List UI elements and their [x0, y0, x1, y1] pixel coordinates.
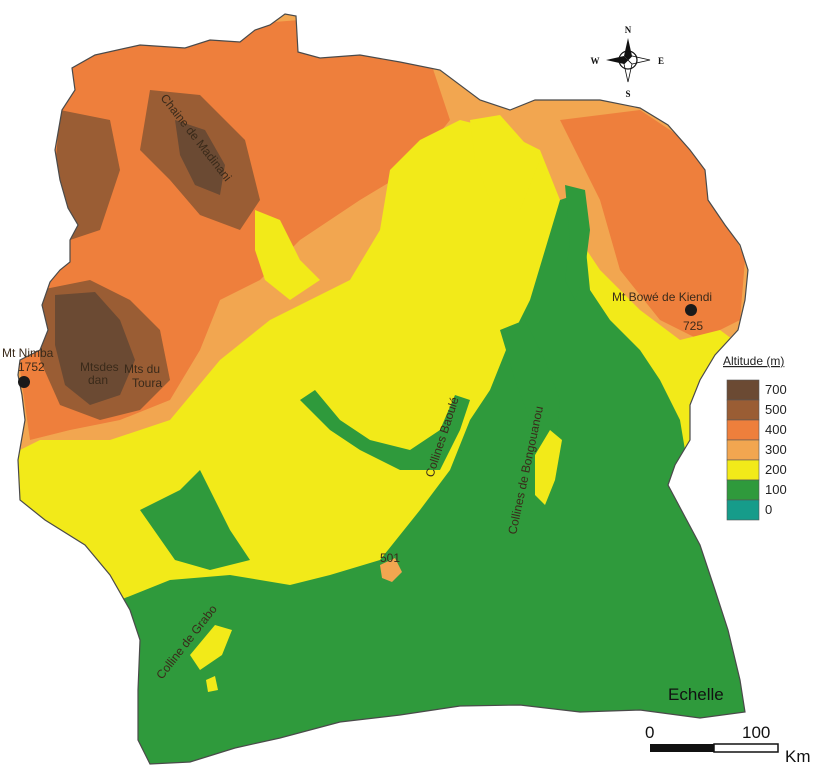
zone-100-south	[100, 195, 748, 764]
zone-100-branch-north	[565, 185, 590, 300]
zone-400-east	[560, 110, 745, 340]
scale-unit: Km	[785, 747, 811, 766]
zone-200-tongue-northeast	[470, 115, 540, 210]
legend-swatch-500	[726, 399, 760, 421]
compass-north-arrow	[624, 38, 632, 60]
zone-200-bongouanou-ridge	[535, 430, 562, 505]
legend-label-700: 700	[765, 382, 787, 397]
compass-n: N	[625, 25, 632, 35]
legend-label-400: 400	[765, 422, 787, 437]
label-spot-501: 501	[380, 551, 400, 565]
scale-end: 100	[742, 723, 770, 742]
legend-label-100: 100	[765, 482, 787, 497]
zone-200-tongue-north	[255, 210, 320, 300]
zone-200-grabo-spot	[206, 676, 218, 692]
legend-swatch-200	[726, 459, 760, 481]
legend-items: 700 500 400 300 200 100 0	[726, 379, 787, 521]
legend-label-200: 200	[765, 462, 787, 477]
compass-ring	[618, 50, 638, 70]
zone-100-branch-west	[140, 470, 250, 570]
legend-swatch-0	[726, 499, 760, 521]
label-mts-dan-2: dan	[88, 373, 108, 387]
legend-title: Altitude (m)	[723, 354, 784, 368]
legend-swatch-100	[726, 479, 760, 501]
zone-500-northwest-edge	[55, 110, 120, 240]
scale-segment-black	[650, 744, 714, 752]
compass-rose: N S E W	[591, 25, 665, 99]
scale-bar: Echelle 0 100 Km	[645, 685, 811, 766]
zone-300-501-hill	[380, 558, 402, 582]
label-mt-nimba: Mt Nimba	[2, 346, 54, 360]
zone-200-grabo-ridge	[190, 625, 232, 670]
label-mts-dan-1: Mtsdes	[80, 360, 119, 374]
legend-swatch-400	[726, 419, 760, 441]
legend: Altitude (m) 700 500 400 300 200 100 0	[723, 354, 787, 521]
compass-west-arrow	[606, 56, 628, 64]
label-mt-bowe-alt: 725	[683, 319, 703, 333]
compass-e: E	[658, 56, 664, 66]
label-mts-toura-2: Toura	[132, 376, 162, 390]
label-mt-bowe: Mt Bowé de Kiendi	[612, 290, 712, 304]
compass-s: S	[625, 89, 630, 99]
legend-label-500: 500	[765, 402, 787, 417]
scale-title: Echelle	[668, 685, 724, 704]
mt-bowe-marker	[685, 304, 697, 316]
compass-w: W	[591, 56, 600, 66]
legend-swatch-300	[726, 439, 760, 461]
compass-east-arrow	[627, 55, 651, 65]
legend-label-300: 300	[765, 442, 787, 457]
scale-segment-white	[713, 743, 779, 753]
zone-700-madinani	[175, 120, 225, 195]
label-mt-nimba-alt: 1752	[18, 360, 45, 374]
zone-100-branch-baoule	[300, 390, 470, 470]
legend-label-0: 0	[765, 502, 772, 517]
zone-700-dan	[55, 292, 135, 405]
mt-nimba-marker	[18, 376, 30, 388]
scale-start: 0	[645, 723, 654, 742]
legend-swatch-700	[726, 379, 760, 401]
label-mts-toura-1: Mts du	[124, 362, 160, 376]
